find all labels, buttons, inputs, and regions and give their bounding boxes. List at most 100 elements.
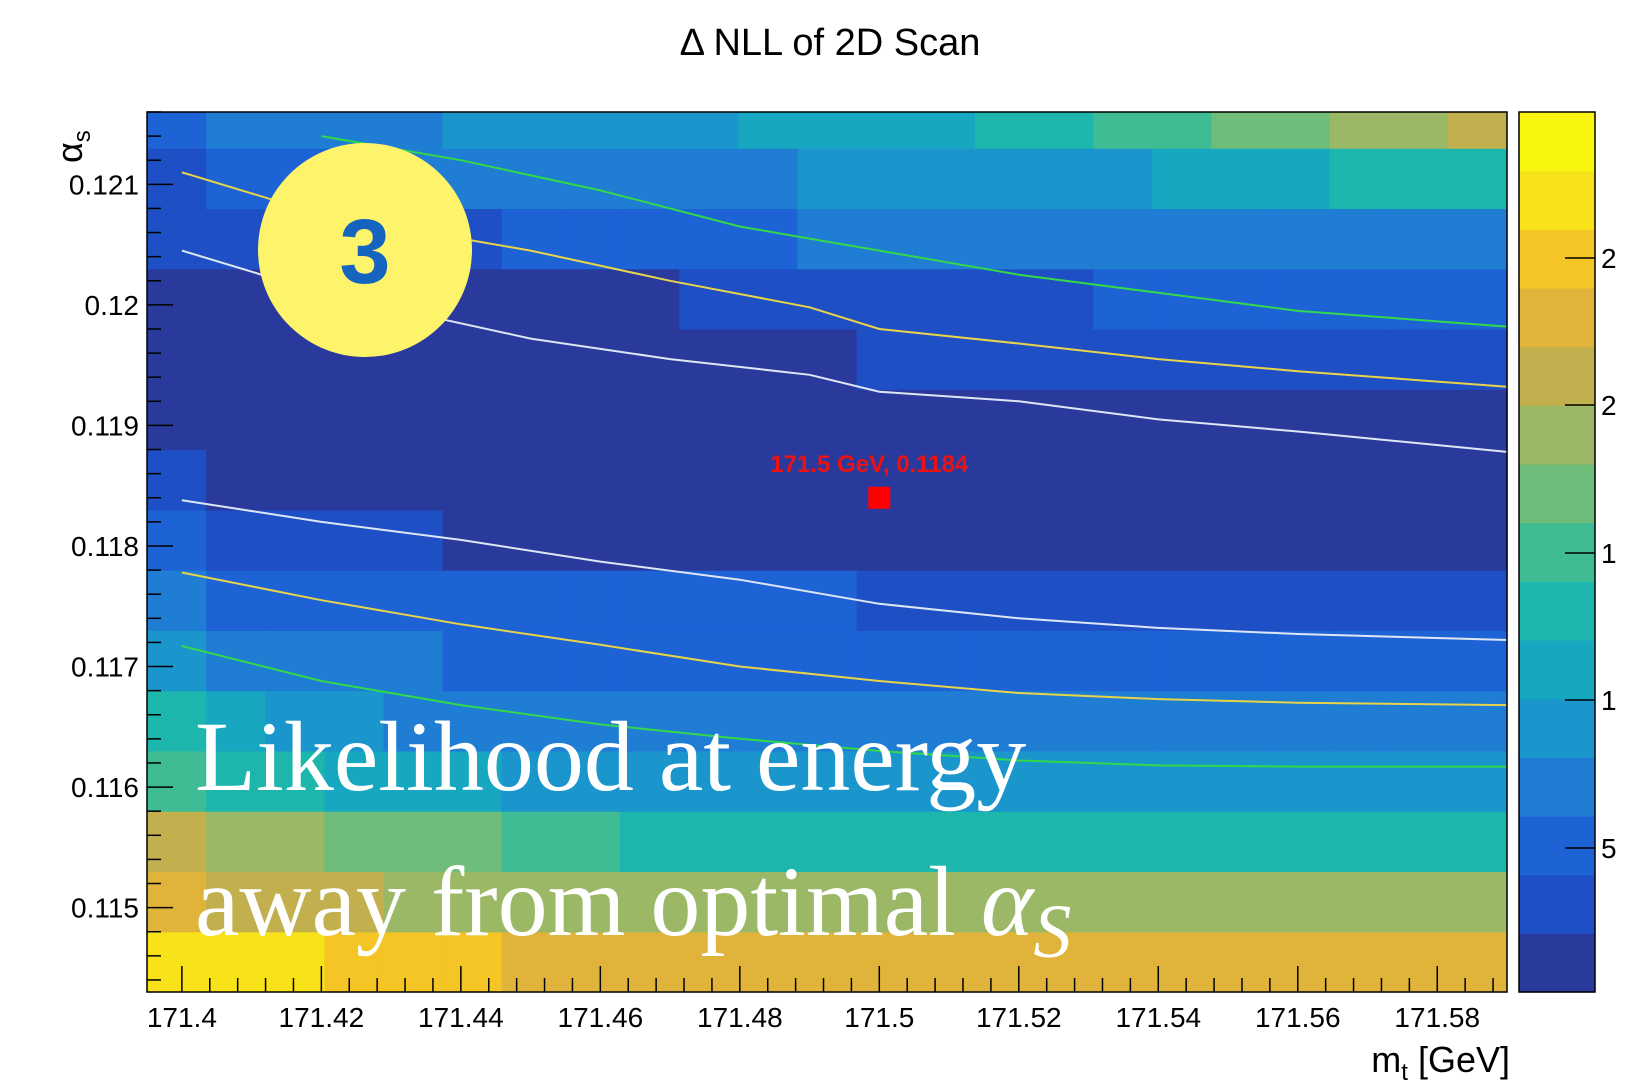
heatmap-cell bbox=[1447, 750, 1508, 812]
y-axis-tick-labels: 0.115 0.116 0.117 0.118 0.119 0.12 0.121 bbox=[69, 169, 139, 923]
heatmap-cell bbox=[147, 630, 207, 692]
heatmap-cell bbox=[797, 328, 858, 390]
heatmap-cell bbox=[797, 268, 858, 330]
heatmap-cell bbox=[206, 328, 266, 390]
x-tick-label: 171.52 bbox=[976, 1002, 1062, 1033]
heatmap-cell bbox=[1152, 449, 1212, 511]
heatmap-cell bbox=[147, 509, 207, 571]
heatmap-cell bbox=[1447, 931, 1508, 993]
contour-outer-upper bbox=[321, 135, 1508, 328]
x-axis-tick-labels: 171.4 171.42 171.44 171.46 171.48 171.5 171.52… bbox=[147, 1002, 1480, 1033]
heatmap-cell bbox=[501, 208, 562, 270]
heatmap-cell bbox=[1388, 811, 1449, 873]
heatmap-cell bbox=[974, 148, 1035, 210]
heatmap-cell bbox=[560, 328, 621, 390]
heatmap-cell bbox=[265, 449, 325, 511]
heatmap-cell bbox=[856, 389, 917, 451]
heatmap-cell bbox=[1447, 449, 1508, 511]
heatmap-cell bbox=[679, 811, 739, 873]
heatmap-cell bbox=[324, 811, 385, 873]
heatmap-cell bbox=[620, 871, 680, 933]
colorbar-bin bbox=[1519, 288, 1595, 348]
x-tick-label: 171.46 bbox=[558, 1002, 644, 1033]
x-tick-label: 171.54 bbox=[1115, 1002, 1201, 1033]
step-badge: 3 bbox=[258, 143, 472, 357]
heatmap-cell bbox=[1388, 931, 1449, 993]
heatmap-cell bbox=[1211, 931, 1272, 993]
heatmap-cell bbox=[560, 268, 621, 330]
heatmap-cell bbox=[974, 112, 1035, 149]
heatmap-cell bbox=[147, 268, 207, 330]
heatmap-cell bbox=[856, 509, 917, 571]
heatmap-cell bbox=[974, 630, 1035, 692]
heatmap-cell bbox=[1447, 148, 1508, 210]
heatmap-cell bbox=[265, 871, 325, 933]
heatmap-cell bbox=[1093, 268, 1153, 330]
heatmap-cell bbox=[1211, 449, 1272, 511]
heatmap-cell bbox=[738, 449, 799, 511]
heatmap-cell bbox=[265, 811, 325, 873]
heatmap-cell bbox=[324, 690, 385, 752]
heatmap-cell bbox=[1329, 750, 1390, 812]
heatmap-cell bbox=[560, 871, 621, 933]
heatmap-cell bbox=[1093, 112, 1153, 149]
heatmap-cell bbox=[620, 268, 680, 330]
heatmap-cell bbox=[1152, 750, 1212, 812]
heatmap-cell bbox=[974, 570, 1035, 631]
heatmap-cell bbox=[1093, 690, 1153, 752]
heatmap-cell bbox=[206, 268, 266, 330]
heatmap-cell bbox=[1388, 389, 1449, 451]
x-tick-label: 171.48 bbox=[697, 1002, 783, 1033]
plot-frame bbox=[146, 111, 1508, 993]
x-tick-label: 171.4 bbox=[147, 1002, 217, 1033]
heatmap-cell bbox=[1152, 148, 1212, 210]
colorbar bbox=[1519, 112, 1595, 993]
heatmap-cell bbox=[324, 389, 385, 451]
heatmap-cell bbox=[1388, 871, 1449, 933]
heatmap-cell bbox=[797, 389, 858, 451]
heatmap-cell bbox=[206, 509, 266, 571]
heatmap-cell bbox=[1447, 268, 1508, 330]
heatmap-cell bbox=[1329, 389, 1390, 451]
heatmap-cell bbox=[620, 811, 680, 873]
heatmap-cells bbox=[147, 112, 1508, 993]
heatmap-cell bbox=[501, 630, 562, 692]
heatmap-cell bbox=[206, 389, 266, 451]
heatmap-cell bbox=[1152, 630, 1212, 692]
heatmap-cell bbox=[1211, 871, 1272, 933]
heatmap-cell bbox=[1388, 509, 1449, 571]
heatmap-cell bbox=[383, 871, 444, 933]
colorbar-tick-label: 2 bbox=[1601, 390, 1617, 421]
heatmap-cell bbox=[1033, 389, 1094, 451]
heatmap-cell bbox=[620, 112, 680, 149]
heatmap-cell bbox=[1270, 750, 1331, 812]
heatmap-cell bbox=[856, 750, 917, 812]
heatmap-cell bbox=[442, 112, 503, 149]
heatmap-cell bbox=[147, 148, 207, 210]
y-tick-label: 0.121 bbox=[69, 169, 139, 200]
chart-title: Δ NLL of 2D Scan bbox=[680, 22, 981, 64]
heatmap-cell bbox=[206, 208, 266, 270]
colorbar-bin bbox=[1519, 405, 1595, 465]
heatmap-cell bbox=[501, 449, 562, 511]
heatmap-cell bbox=[1093, 389, 1153, 451]
heatmap-cell bbox=[442, 570, 503, 631]
heatmap-cell bbox=[147, 690, 207, 752]
heatmap-cell bbox=[797, 570, 858, 631]
heatmap-cell bbox=[147, 389, 207, 451]
heatmap-cell bbox=[1329, 690, 1390, 752]
heatmap-cell bbox=[797, 630, 858, 692]
heatmap-cell bbox=[1211, 630, 1272, 692]
heatmap-cell bbox=[1152, 931, 1212, 993]
heatmap-cell bbox=[1329, 449, 1390, 511]
heatmap-cell bbox=[974, 208, 1035, 270]
contour-outer-lower bbox=[181, 645, 1507, 768]
heatmap-cell bbox=[679, 690, 739, 752]
heatmap-cell bbox=[442, 509, 503, 571]
colorbar-frame bbox=[1518, 111, 1596, 993]
heatmap-cell bbox=[147, 811, 207, 873]
heatmap-cell bbox=[797, 148, 858, 210]
heatmap-cell bbox=[383, 449, 444, 511]
heatmap-cell bbox=[501, 750, 562, 812]
heatmap-cell bbox=[324, 570, 385, 631]
